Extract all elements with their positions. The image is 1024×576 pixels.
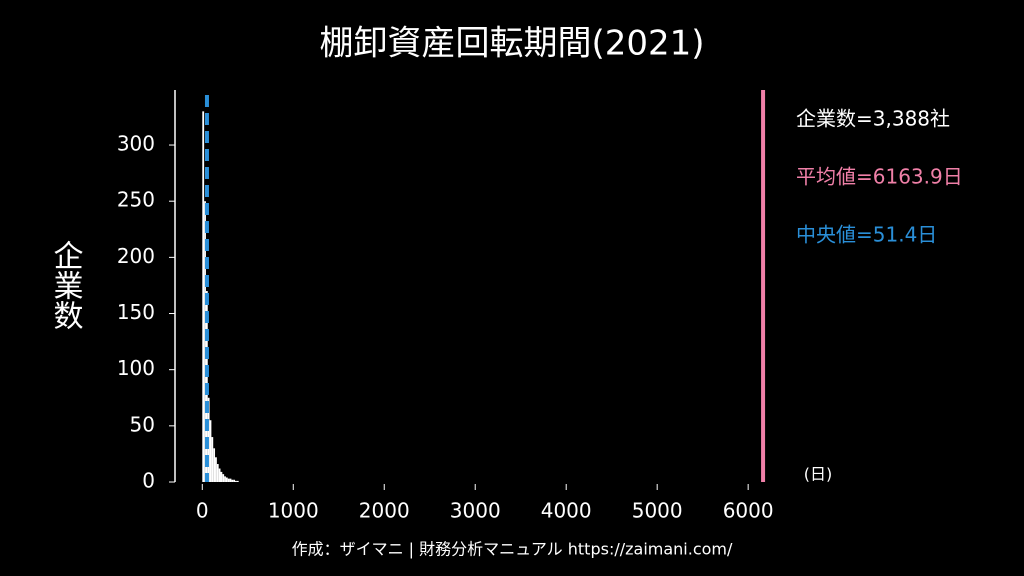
bar bbox=[235, 480, 237, 482]
x-tick-label: 2000 bbox=[359, 499, 410, 523]
x-axis-label: (日) bbox=[804, 465, 833, 484]
bar bbox=[236, 480, 239, 482]
y-tick-label: 200 bbox=[117, 244, 155, 268]
x-tick-label: 5000 bbox=[632, 499, 683, 523]
y-tick-label: 150 bbox=[117, 300, 155, 324]
bar bbox=[220, 471, 223, 482]
bar bbox=[233, 479, 236, 482]
bar bbox=[211, 437, 214, 482]
annotation: 企業数=3,388社 bbox=[796, 107, 950, 131]
y-tick-label: 100 bbox=[117, 356, 155, 380]
bar bbox=[231, 479, 234, 482]
x-tick-label: 4000 bbox=[541, 499, 592, 523]
y-tick-label: 0 bbox=[142, 469, 155, 493]
x-tick-label: 3000 bbox=[450, 499, 501, 523]
x-tick-label: 0 bbox=[196, 499, 209, 523]
bar bbox=[213, 448, 216, 482]
bar bbox=[215, 457, 217, 482]
chart-title: 棚卸資産回転期間(2021) bbox=[319, 24, 704, 64]
y-axis-label: 企業数 bbox=[48, 240, 84, 330]
bar bbox=[204, 201, 206, 483]
bar bbox=[216, 464, 219, 482]
bar bbox=[218, 468, 221, 482]
bar bbox=[222, 474, 225, 482]
x-tick-label: 1000 bbox=[268, 499, 319, 523]
bar bbox=[209, 420, 212, 482]
bar bbox=[224, 476, 226, 482]
bar bbox=[229, 478, 232, 482]
annotation: 平均値=6163.9日 bbox=[796, 165, 963, 189]
annotation: 中央値=51.4日 bbox=[796, 223, 937, 247]
y-tick-label: 250 bbox=[117, 188, 155, 212]
y-tick-label: 300 bbox=[117, 132, 155, 156]
bar bbox=[225, 477, 228, 482]
footer: 作成：ザイマニ | 財務分析マニュアル https://zaimani.com/ bbox=[292, 540, 733, 559]
x-tick-label: 6000 bbox=[723, 499, 774, 523]
bar bbox=[227, 478, 230, 482]
bar bbox=[202, 111, 205, 482]
y-tick-label: 50 bbox=[130, 412, 155, 436]
